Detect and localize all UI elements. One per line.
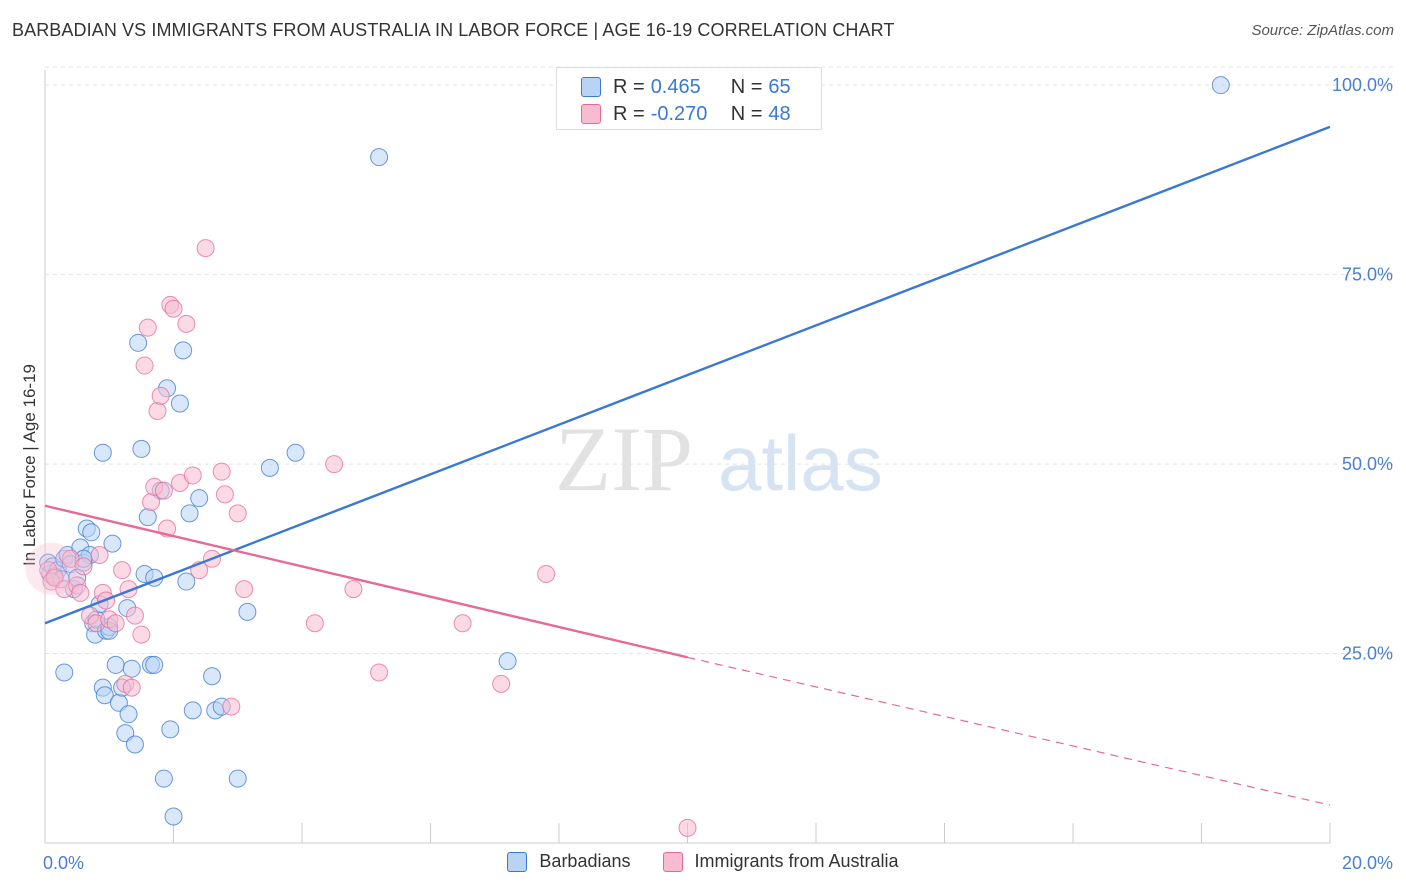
barbadian-point	[203, 667, 222, 686]
barbadian-point	[170, 394, 189, 413]
barbadian-point	[129, 333, 148, 352]
legend-r-value: -0.270	[650, 102, 708, 125]
australia-point	[183, 466, 202, 485]
source-label: Source: ZipAtlas.com	[1251, 22, 1394, 39]
australia-point	[177, 314, 196, 333]
barbadian-point	[174, 341, 193, 360]
legend-swatch-blue	[581, 77, 601, 97]
australia-point	[212, 462, 231, 481]
australia-point	[344, 580, 363, 599]
australia-point	[138, 318, 157, 337]
legend-row-barbadians: R = 0.465 N = 65	[581, 73, 791, 101]
barbadian-point	[55, 663, 74, 682]
y-tick-label: 100.0%	[1332, 75, 1393, 95]
australia-point	[154, 481, 173, 500]
y-tick-label: 25.0%	[1342, 644, 1393, 664]
x-tick-label: 0.0%	[43, 853, 84, 873]
correlation-legend: R = 0.465 N = 65 R = -0.270 N = 48	[556, 67, 822, 130]
series-legend: Barbadians Immigrants from Australia	[0, 851, 1406, 872]
legend-swatch-blue	[507, 851, 528, 872]
legend-r-label: R =	[613, 75, 645, 98]
legend-n-label: N =	[730, 75, 763, 98]
chart-title: BARBADIAN VS IMMIGRANTS FROM AUSTRALIA I…	[12, 20, 895, 40]
legend-n-label: N =	[730, 102, 763, 125]
australia-point	[135, 356, 154, 375]
barbadian-point	[93, 443, 112, 462]
trend-line-barbadians	[44, 125, 1331, 625]
australia-point	[492, 674, 511, 693]
legend-row-australia: R = -0.270 N = 48	[581, 100, 791, 128]
y-tick-label: 75.0%	[1342, 265, 1393, 285]
australia-point	[71, 583, 90, 602]
barbadian-point	[82, 523, 101, 542]
australia-point	[235, 580, 254, 599]
legend-r-label: R =	[613, 102, 645, 125]
barbadian-point	[106, 655, 125, 674]
legend-swatch-pink	[662, 851, 683, 872]
legend-n-value: 65	[768, 75, 791, 98]
barbadian-point	[154, 769, 173, 788]
australia-point	[453, 614, 472, 633]
australia-point	[122, 678, 141, 697]
australia-point	[196, 239, 215, 258]
australia-point	[106, 614, 125, 633]
australia-point	[222, 697, 241, 716]
australia-point	[370, 663, 389, 682]
australia-point	[305, 614, 324, 633]
legend-item-label: Barbadians	[539, 851, 631, 871]
barbadian-point	[138, 508, 157, 527]
series-immigrants-australia	[39, 239, 697, 837]
barbadian-point	[145, 655, 164, 674]
legend-n-value: 48	[768, 102, 791, 125]
australia-point	[164, 299, 183, 318]
australia-point	[148, 402, 167, 421]
australia-point	[90, 546, 109, 565]
barbadian-point	[183, 701, 202, 720]
watermark-zip: ZIP	[555, 408, 693, 510]
legend-swatch-pink	[581, 104, 601, 124]
australia-point	[537, 564, 556, 583]
barbadian-point	[260, 458, 279, 477]
legend-r-value: 0.465	[650, 75, 701, 98]
barbadian-point	[286, 443, 305, 462]
australia-point	[132, 625, 151, 644]
legend-item-label: Immigrants from Australia	[694, 851, 899, 871]
barbadian-point	[1211, 76, 1230, 95]
watermark-atlas: atlas	[718, 419, 883, 507]
australia-point	[74, 557, 93, 576]
australia-point	[125, 606, 144, 625]
barbadian-point	[103, 534, 122, 553]
australia-point	[113, 561, 132, 580]
barbadian-point	[228, 769, 247, 788]
australia-point	[325, 455, 344, 474]
australia-point-cluster	[25, 542, 78, 595]
australia-point	[228, 504, 247, 523]
barbadian-point	[119, 705, 138, 724]
australia-point	[678, 818, 697, 837]
barbadian-point	[498, 652, 517, 671]
barbadian-point	[132, 439, 151, 458]
x-tick-label: 20.0%	[1342, 853, 1393, 873]
barbadian-point	[180, 504, 199, 523]
barbadian-point	[177, 572, 196, 591]
barbadian-point	[95, 686, 114, 705]
barbadian-point	[238, 602, 257, 621]
barbadian-point	[164, 807, 183, 826]
barbadian-point	[161, 720, 180, 739]
trend-line-australia	[44, 504, 688, 659]
barbadian-point	[125, 735, 144, 754]
legend-item-australia[interactable]: Immigrants from Australia	[662, 851, 899, 872]
barbadian-point	[122, 659, 141, 678]
barbadian-point	[370, 148, 389, 167]
barbadian-point	[190, 489, 209, 508]
trend-line-australia-extrapolated	[687, 656, 1331, 806]
legend-item-barbadians[interactable]: Barbadians	[507, 851, 631, 872]
australia-point	[215, 485, 234, 504]
y-tick-label: 50.0%	[1342, 454, 1393, 474]
australia-point	[151, 386, 170, 405]
